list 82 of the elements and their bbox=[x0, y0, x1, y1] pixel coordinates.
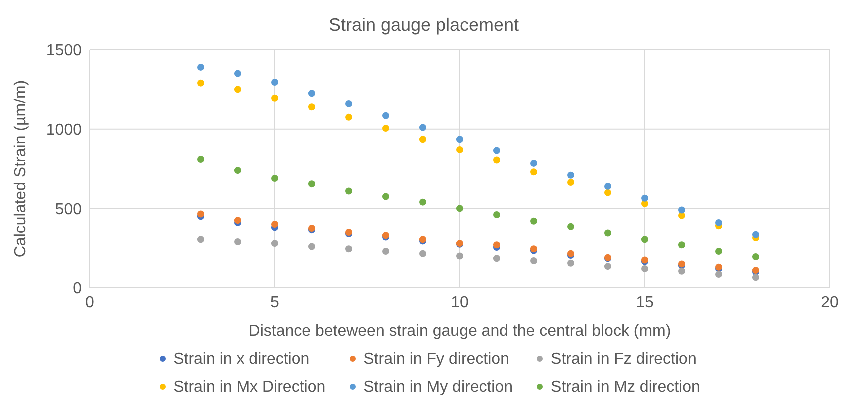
x-axis-title: Distance beteween strain gauge and the central block (mm) bbox=[248, 323, 672, 340]
point bbox=[568, 178, 574, 186]
legend-label: Strain in Fy direction bbox=[362, 350, 510, 370]
point bbox=[678, 268, 686, 275]
point bbox=[382, 112, 390, 120]
point bbox=[420, 136, 426, 144]
point bbox=[642, 194, 648, 202]
x-tick-label: 0 bbox=[86, 294, 95, 312]
point bbox=[678, 206, 686, 214]
chart-title: Strain gauge placement bbox=[328, 14, 520, 37]
point bbox=[494, 156, 500, 164]
point bbox=[234, 238, 242, 246]
point bbox=[346, 114, 352, 121]
point bbox=[456, 146, 464, 154]
point bbox=[456, 252, 464, 260]
point bbox=[568, 223, 574, 230]
point bbox=[678, 212, 686, 220]
point bbox=[382, 248, 390, 256]
point bbox=[420, 124, 426, 132]
point bbox=[752, 254, 760, 261]
point bbox=[604, 263, 612, 270]
legend-label: Strain in x direction bbox=[172, 350, 311, 370]
point bbox=[382, 125, 390, 132]
point bbox=[234, 86, 242, 94]
point bbox=[494, 212, 500, 219]
point bbox=[716, 248, 722, 256]
point bbox=[382, 193, 390, 200]
point bbox=[530, 218, 538, 225]
point bbox=[530, 160, 538, 167]
point bbox=[456, 136, 464, 144]
point bbox=[272, 221, 278, 228]
point bbox=[346, 246, 352, 253]
point bbox=[752, 231, 760, 238]
point bbox=[272, 240, 278, 248]
point bbox=[420, 198, 426, 206]
point bbox=[642, 236, 648, 244]
point bbox=[272, 175, 278, 182]
point bbox=[198, 156, 204, 163]
point bbox=[308, 180, 316, 188]
point bbox=[678, 242, 686, 249]
point bbox=[604, 230, 612, 237]
point bbox=[234, 167, 242, 174]
point bbox=[198, 210, 204, 218]
point bbox=[346, 188, 352, 195]
point bbox=[198, 64, 204, 71]
point bbox=[752, 274, 760, 282]
point bbox=[642, 265, 648, 272]
y-tick-label: 500 bbox=[55, 201, 82, 218]
y-tick-label: 1500 bbox=[46, 42, 82, 60]
point bbox=[604, 182, 612, 190]
point bbox=[272, 79, 278, 86]
point bbox=[346, 100, 352, 108]
point bbox=[568, 172, 574, 179]
point bbox=[308, 104, 316, 111]
point bbox=[456, 205, 464, 212]
point bbox=[234, 70, 242, 78]
legend-label: Strain in Fz direction bbox=[550, 350, 698, 370]
y-tick-label: 0 bbox=[73, 280, 82, 298]
legend-label: Strain in Mz direction bbox=[550, 378, 700, 398]
point bbox=[272, 94, 278, 102]
point bbox=[604, 189, 612, 196]
x-tick-label: 5 bbox=[270, 294, 280, 312]
x-tick-label: 15 bbox=[636, 294, 654, 312]
point bbox=[494, 255, 500, 262]
x-tick-label: 10 bbox=[451, 294, 469, 312]
point bbox=[716, 219, 722, 226]
point bbox=[308, 90, 316, 98]
point bbox=[494, 242, 500, 249]
point bbox=[308, 243, 316, 250]
point bbox=[530, 258, 538, 265]
point bbox=[568, 260, 574, 267]
point bbox=[198, 80, 204, 87]
point bbox=[494, 147, 500, 154]
x-tick-label: 20 bbox=[821, 294, 839, 312]
point bbox=[420, 250, 426, 258]
point bbox=[198, 236, 204, 244]
y-tick-label: 1000 bbox=[46, 122, 82, 140]
legend-label: Strain in Mx Direction bbox=[172, 378, 326, 398]
legend-label: Strain in My direction bbox=[362, 378, 514, 398]
point bbox=[716, 271, 722, 278]
point bbox=[530, 168, 538, 176]
y-axis-title: Calculated Strain (µm/m) bbox=[12, 80, 30, 258]
